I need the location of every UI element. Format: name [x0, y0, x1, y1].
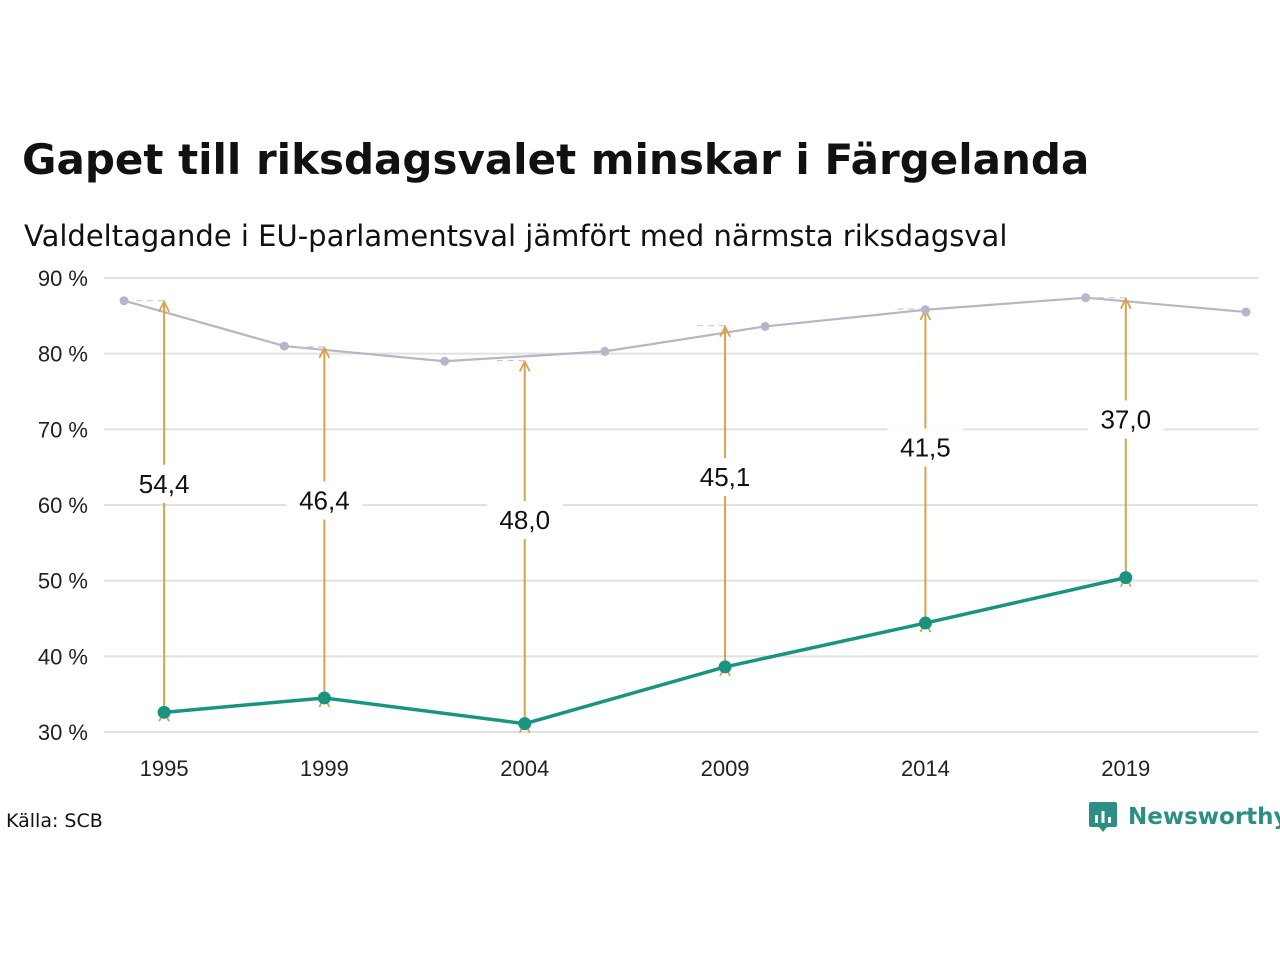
x-tick-label: 1995 [140, 756, 189, 781]
source-note: Källa: SCB [6, 810, 103, 832]
gap-label-background [486, 501, 563, 540]
gap-label-background [687, 458, 764, 497]
eu-point [918, 616, 932, 630]
series-line-riksdagsval [123, 296, 1247, 363]
brand[interactable]: Newsworthy [1088, 800, 1280, 834]
y-tick-label: 40 % [38, 644, 88, 669]
chart-subtitle: Valdeltagande i EU-parlamentsval jämfört… [24, 219, 1008, 253]
gap-label: 37,0 [1100, 404, 1151, 434]
gap-label: 45,1 [700, 462, 751, 492]
x-tick-label: 2019 [1101, 756, 1150, 781]
riksdagsval-point [279, 341, 289, 351]
gap-label-background [126, 464, 203, 503]
y-axis: 30 % 40 % 50 % 60 % 70 % 80 % 90 % [38, 266, 88, 745]
gap-arrows [136, 297, 1126, 723]
eu-point [1119, 571, 1133, 585]
riksdagsval-point [760, 321, 770, 331]
y-tick-label: 90 % [38, 266, 88, 291]
eu-point [157, 705, 171, 719]
gap-label-background [1087, 400, 1164, 439]
y-tick-label: 60 % [38, 493, 88, 518]
y-tick-label: 30 % [38, 720, 88, 745]
x-tick-label: 2009 [701, 756, 750, 781]
y-tick-label: 70 % [38, 417, 88, 442]
riksdagsval-point [1241, 307, 1251, 317]
series-line-eu-parlamentsval [163, 575, 1127, 726]
newsworthy-logo-icon [1089, 802, 1117, 832]
x-tick-label: 2014 [901, 756, 950, 781]
grid [104, 277, 1258, 733]
x-tick-label: 2004 [500, 756, 549, 781]
brand-name: Newsworthy [1128, 804, 1280, 830]
points [119, 293, 1251, 731]
gap-label-background [887, 428, 964, 467]
riksdagsval-point [119, 296, 129, 306]
x-axis: 1995 1999 2004 2009 2014 2019 [140, 756, 1151, 781]
eu-point [317, 691, 331, 705]
chart: 30 % 40 % 50 % 60 % 70 % 80 % 90 % 1995 1999 200… [38, 266, 1258, 781]
riksdagsval-point [1081, 293, 1091, 303]
x-tick-label: 1999 [300, 756, 349, 781]
gap-label: 48,0 [499, 505, 550, 535]
eu-point [518, 717, 532, 731]
series [123, 296, 1247, 726]
gap-label: 41,5 [900, 432, 951, 462]
y-tick-label: 80 % [38, 342, 88, 367]
gap-label: 54,4 [139, 469, 190, 499]
riksdagsval-point [920, 305, 930, 315]
riksdagsval-point [600, 346, 610, 356]
y-tick-label: 50 % [38, 569, 88, 594]
chart-title: Gapet till riksdagsvalet minskar i Färge… [22, 135, 1090, 184]
gap-label-background [286, 481, 363, 520]
gap-label: 46,4 [299, 485, 350, 515]
riksdagsval-point [440, 356, 450, 366]
gap-labels: 54,4 46,4 48,0 45,1 41,5 37,0 [126, 400, 1164, 540]
eu-point [718, 660, 732, 674]
